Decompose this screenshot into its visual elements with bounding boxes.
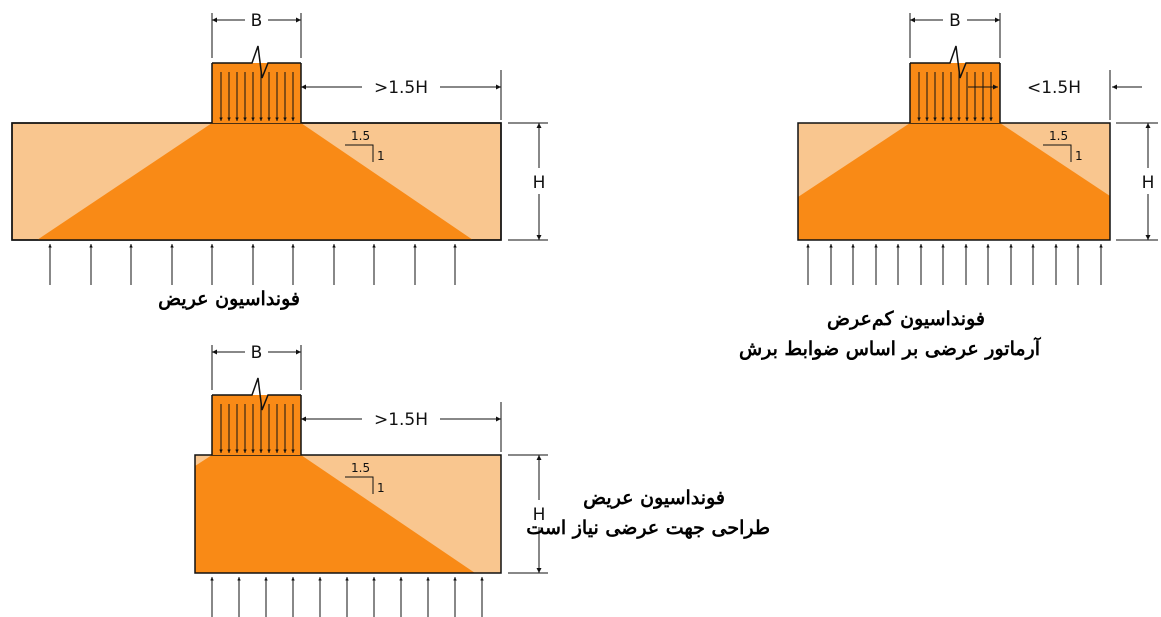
column (212, 63, 301, 123)
column-break-mark (212, 377, 301, 411)
height-label: H (1142, 173, 1155, 193)
diagram-wide-footing-transverse: B >1.5H H 1.5 1 (194, 343, 548, 617)
caption-line-2: طراحی جهت عرضی نیاز است (526, 517, 770, 539)
height-dimension: H (1116, 122, 1158, 241)
width-dimension: B (909, 11, 1001, 58)
footing-outline (194, 454, 502, 574)
width-dimension: B (211, 11, 302, 58)
caption-wide-footing: فونداسیون عریض (158, 288, 300, 310)
column-load-arrows (219, 72, 295, 121)
caption-line-1: فونداسیون کم‌عرض (827, 308, 985, 330)
soil-pressure-arrows (210, 577, 484, 617)
soil-pressure-arrows (48, 244, 457, 285)
height-dimension: H (508, 454, 548, 574)
width-label: B (251, 343, 263, 363)
width-dimension: B (211, 343, 302, 390)
svg-text:1.5: 1.5 (1049, 129, 1068, 143)
svg-text:1: 1 (377, 481, 385, 495)
slope-marker: 1.5 1 (345, 129, 385, 163)
svg-text:1: 1 (377, 149, 385, 163)
diagram-wide-footing: B >1.5H H 1.5 1 (11, 11, 548, 285)
height-dimension: H (508, 122, 548, 241)
distance-label: >1.5H (374, 410, 428, 430)
distance-label: >1.5H (374, 78, 428, 98)
slope-marker: 1.5 1 (1043, 129, 1083, 163)
svg-text:1.5: 1.5 (351, 129, 370, 143)
column-break-mark (910, 45, 1000, 79)
load-spread-zone (798, 123, 1110, 240)
column (212, 395, 301, 455)
load-spread-zone (37, 123, 473, 240)
soil-pressure-arrows (806, 244, 1103, 285)
caption-line-2: آرماتور عرضی بر اساس ضوابط برش (738, 338, 1040, 360)
svg-text:1: 1 (1075, 149, 1083, 163)
load-spread-zone (195, 455, 475, 573)
width-label: B (949, 11, 961, 31)
distance-dimension: <1.5H (968, 70, 1142, 120)
distance-label: <1.5H (1027, 78, 1081, 98)
slope-marker: 1.5 1 (345, 461, 385, 495)
column (910, 63, 1000, 123)
height-label: H (533, 173, 546, 193)
height-label: H (533, 505, 546, 525)
column-load-arrows (917, 72, 993, 121)
width-label: B (251, 11, 263, 31)
distance-dimension: >1.5H (301, 402, 502, 452)
column-break-mark (212, 45, 301, 79)
distance-dimension: >1.5H (301, 70, 502, 120)
caption-wide-footing-transverse: فونداسیون عریض طراحی جهت عرضی نیاز است (526, 483, 770, 543)
column-load-arrows (219, 404, 295, 453)
caption-narrow-footing: فونداسیون کم‌عرض آرماتور عرضی بر اساس ضو… (738, 304, 1040, 364)
caption-line-1: فونداسیون عریض (583, 487, 725, 509)
diagram-narrow-footing: B <1.5H H 1.5 1 (797, 11, 1158, 285)
svg-text:1.5: 1.5 (351, 461, 370, 475)
